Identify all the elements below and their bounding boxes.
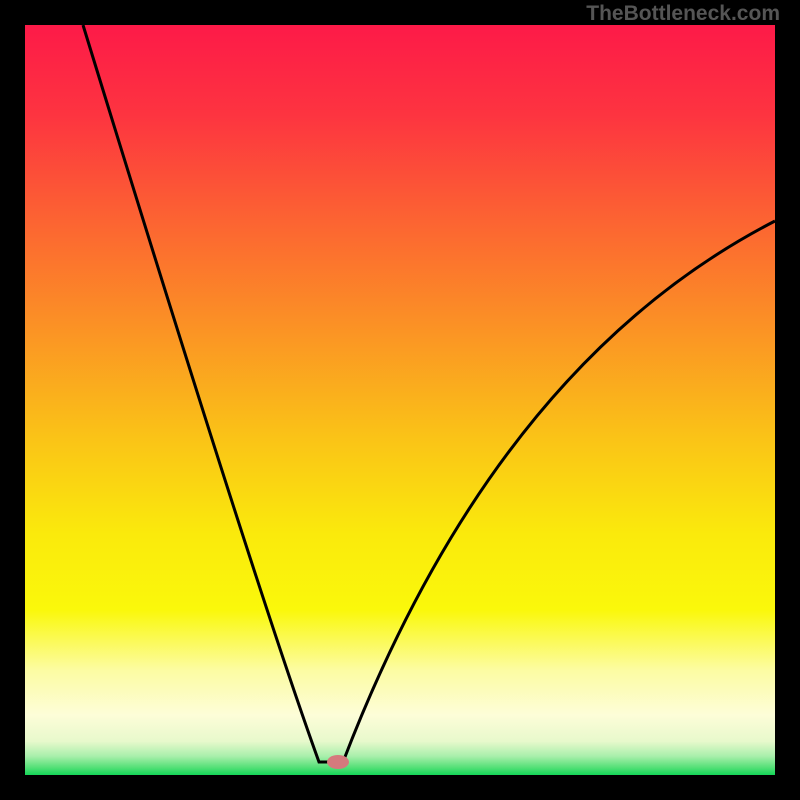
optimal-marker (327, 755, 349, 769)
figure-container: TheBottleneck.com (0, 0, 800, 800)
plot-area (25, 25, 775, 775)
watermark-text: TheBottleneck.com (586, 2, 780, 26)
bottleneck-chart (0, 0, 800, 800)
